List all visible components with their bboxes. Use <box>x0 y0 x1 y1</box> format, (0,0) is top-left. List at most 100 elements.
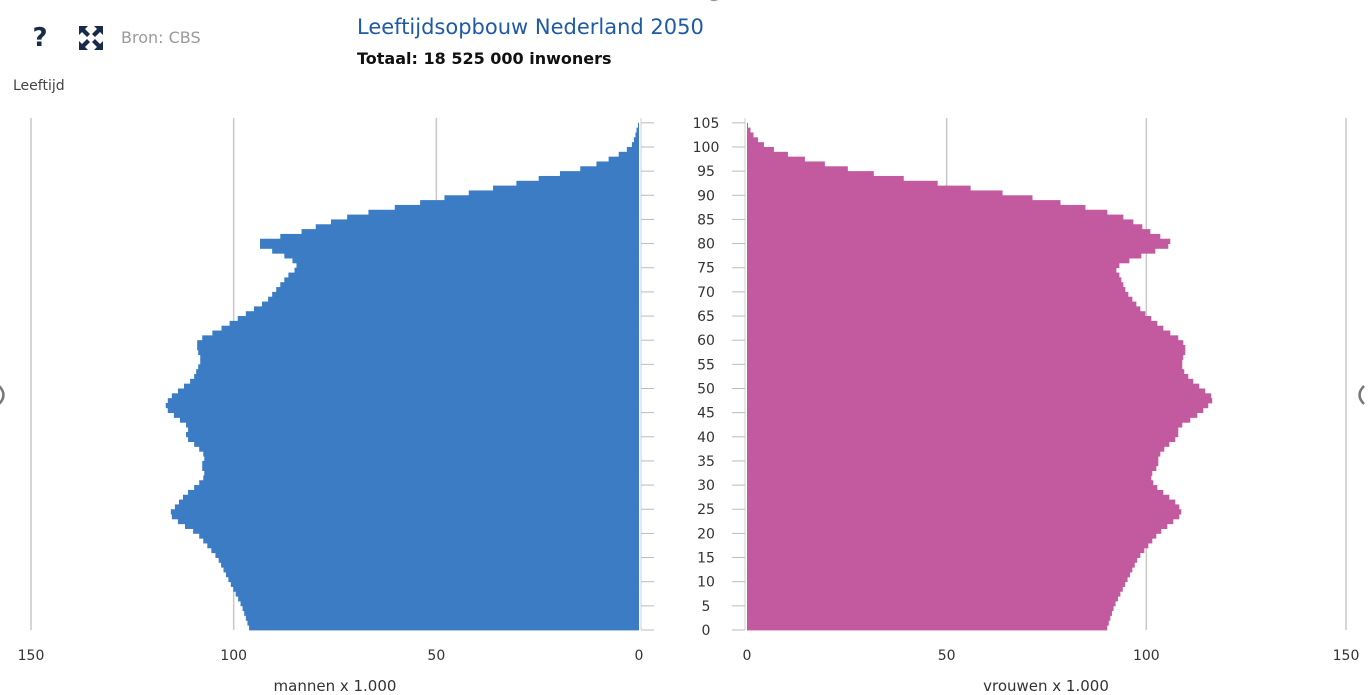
bar-vrouwen-age-35 <box>747 456 1159 462</box>
bar-mannen-age-21 <box>185 523 639 529</box>
bar-mannen-age-77 <box>284 253 639 259</box>
bar-vrouwen-age-100 <box>747 142 764 148</box>
bar-vrouwen-age-26 <box>747 499 1176 505</box>
bar-vrouwen-age-0 <box>747 625 1108 631</box>
bar-vrouwen-age-62 <box>747 325 1164 331</box>
bar-mannen-age-83 <box>315 224 639 230</box>
age-tick-label-85: 85 <box>697 212 715 228</box>
bar-vrouwen-age-20 <box>747 528 1162 534</box>
bar-mannen-age-80 <box>260 238 639 244</box>
bar-mannen-age-91 <box>493 185 639 191</box>
bar-mannen-age-2 <box>245 615 639 621</box>
bar-mannen-age-19 <box>199 533 639 539</box>
bar-vrouwen-age-54 <box>747 364 1183 370</box>
age-tick-label-15: 15 <box>697 551 715 567</box>
next-arrow-icon[interactable] <box>1355 383 1367 407</box>
bar-mannen-age-79 <box>260 243 639 249</box>
bar-vrouwen-age-5 <box>747 601 1116 607</box>
bar-mannen-age-87 <box>394 204 639 211</box>
age-tick-label-90: 90 <box>697 188 715 204</box>
bar-mannen-age-5 <box>240 601 639 607</box>
age-tick-label-105: 105 <box>693 116 720 132</box>
bar-vrouwen-age-66 <box>747 306 1141 312</box>
bar-mannen-age-98 <box>618 151 639 158</box>
age-tick-label-65: 65 <box>697 309 715 325</box>
bar-mannen-age-12 <box>223 567 639 573</box>
bar-vrouwen-age-84 <box>747 219 1134 225</box>
bar-vrouwen-age-19 <box>747 533 1157 539</box>
bar-mannen-age-17 <box>207 543 639 549</box>
population-pyramid-chart: 0 5 10 15 20 25 30 35 40 45 50 55 60 65 70 75 80 85 90 95 10… <box>18 116 1360 695</box>
previous-arrow-icon[interactable] <box>0 383 8 407</box>
age-tick-label-80: 80 <box>697 237 715 253</box>
bar-vrouwen-age-55 <box>747 359 1183 365</box>
bar-mannen-age-7 <box>235 591 639 597</box>
bar-vrouwen-age-43 <box>747 417 1191 423</box>
bar-mannen-age-45 <box>167 407 640 414</box>
age-tick-label-50: 50 <box>697 381 715 397</box>
scroll-handle-icon[interactable] <box>704 0 724 6</box>
bar-mannen-age-60 <box>202 335 639 341</box>
bar-mannen-age-23 <box>171 514 639 520</box>
bar-mannen-age-104 <box>637 122 639 129</box>
bar-vrouwen-age-23 <box>747 514 1180 520</box>
bar-mannen-age-82 <box>301 229 639 235</box>
x-tick-men-100: 100 <box>220 648 247 664</box>
bar-mannen-age-93 <box>538 175 639 182</box>
bar-vrouwen-age-72 <box>747 277 1122 283</box>
bar-mannen-age-41 <box>188 427 639 433</box>
bar-mannen-age-102 <box>635 132 639 138</box>
bar-vrouwen-age-4 <box>747 605 1114 612</box>
bar-mannen-age-78 <box>272 248 639 254</box>
bar-vrouwen-age-44 <box>747 412 1198 418</box>
bar-vrouwen-age-3 <box>747 610 1112 616</box>
bar-mannen-age-70 <box>276 287 639 293</box>
bar-mannen-age-66 <box>253 306 639 312</box>
bar-vrouwen-age-58 <box>747 345 1186 351</box>
bar-mannen-age-62 <box>221 325 639 331</box>
bar-vrouwen-age-76 <box>747 258 1130 264</box>
bar-vrouwen-age-92 <box>747 180 938 187</box>
x-tick-men-50: 50 <box>427 648 445 664</box>
bar-mannen-age-37 <box>199 446 639 452</box>
bar-mannen-age-1 <box>247 620 639 626</box>
age-tick-label-0: 0 <box>702 623 711 639</box>
bar-mannen-age-99 <box>626 146 639 153</box>
bar-vrouwen-age-22 <box>747 518 1174 525</box>
bar-vrouwen-age-95 <box>747 166 848 172</box>
bar-vrouwen-age-24 <box>747 509 1182 515</box>
bar-mannen-age-85 <box>347 214 639 220</box>
x-tick-women-100: 100 <box>1133 648 1160 664</box>
x-tick-men-150: 150 <box>18 648 45 664</box>
bar-mannen-age-86 <box>368 209 639 215</box>
bar-mannen-age-103 <box>636 127 639 133</box>
age-tick-label-45: 45 <box>697 406 715 422</box>
bar-vrouwen-age-78 <box>747 248 1156 254</box>
bar-vrouwen-age-25 <box>747 504 1180 510</box>
bar-mannen-age-31 <box>203 475 639 481</box>
bar-mannen-age-65 <box>245 311 639 317</box>
bar-mannen-age-47 <box>167 398 640 404</box>
help-button[interactable]: ? <box>28 22 52 54</box>
bar-vrouwen-age-37 <box>747 446 1165 452</box>
bar-vrouwen-age-56 <box>747 354 1184 360</box>
bar-mannen-age-46 <box>165 402 639 409</box>
bar-mannen-age-96 <box>596 161 639 167</box>
bar-vrouwen-age-50 <box>747 383 1200 389</box>
bar-mannen-age-40 <box>186 431 640 438</box>
chart-title: Leeftijdsopbouw Nederland 2050 <box>357 15 704 39</box>
age-tick-label-40: 40 <box>697 430 715 446</box>
expand-button[interactable] <box>78 22 106 54</box>
bar-mannen-age-101 <box>633 137 639 143</box>
bar-vrouwen-age-18 <box>747 538 1153 544</box>
age-tick-label-25: 25 <box>697 502 715 518</box>
bar-mannen-age-24 <box>170 509 639 515</box>
bar-vrouwen-age-104 <box>747 122 748 129</box>
bar-mannen-age-89 <box>444 195 639 201</box>
bar-mannen-age-10 <box>228 576 639 583</box>
x-tick-women-150: 150 <box>1333 648 1360 664</box>
bar-vrouwen-age-40 <box>747 431 1179 438</box>
bar-mannen-age-81 <box>280 233 639 240</box>
bar-vrouwen-age-42 <box>747 422 1183 428</box>
bar-vrouwen-age-21 <box>747 523 1168 529</box>
